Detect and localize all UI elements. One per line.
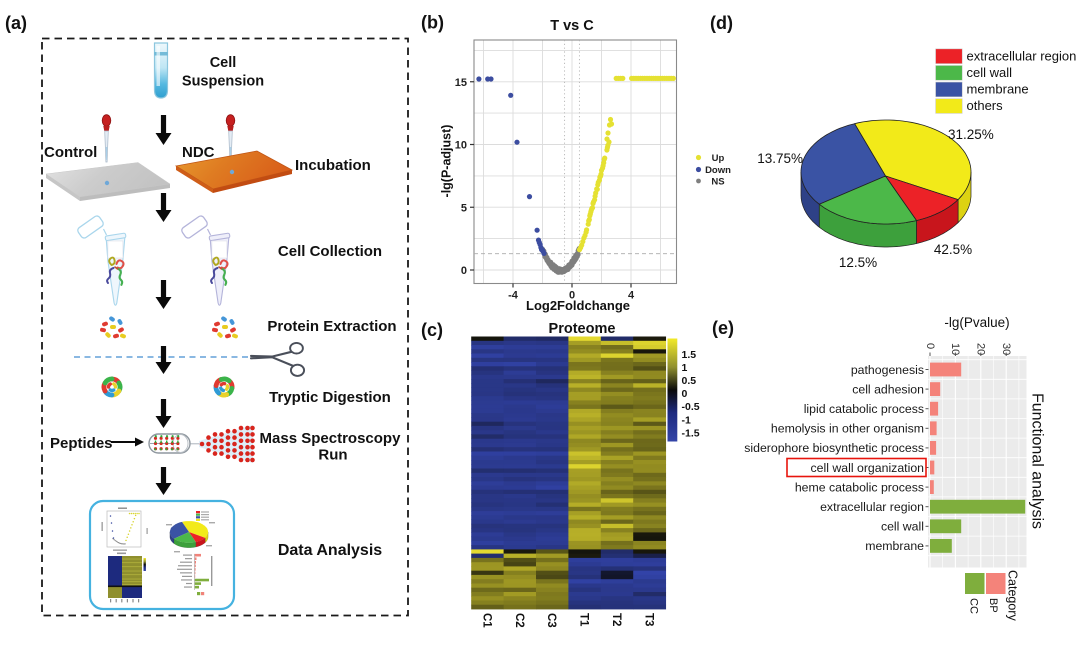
svg-text:31.25%: 31.25% (948, 127, 994, 142)
svg-text:-1.5: -1.5 (682, 427, 700, 439)
svg-text:Incubation: Incubation (295, 157, 371, 174)
svg-text:13.75%: 13.75% (757, 151, 803, 166)
svg-text:Log2Foldchange: Log2Foldchange (526, 298, 630, 313)
svg-text:15: 15 (455, 77, 467, 89)
svg-text:T vs C: T vs C (550, 18, 594, 34)
svg-text:C1: C1 (480, 613, 492, 628)
svg-text:C3: C3 (545, 613, 557, 628)
svg-text:(d): (d) (710, 13, 733, 33)
svg-text:heme catabolic process: heme catabolic process (795, 480, 924, 494)
svg-text:T2: T2 (610, 613, 622, 626)
svg-text:membrane: membrane (967, 82, 1029, 97)
svg-text:Protein Extraction: Protein Extraction (267, 318, 396, 335)
svg-text:Cell Collection: Cell Collection (278, 243, 382, 260)
svg-text:(c): (c) (421, 320, 443, 340)
svg-text:10: 10 (949, 343, 961, 355)
svg-text:12.5%: 12.5% (839, 255, 877, 270)
svg-text:cell adhesion: cell adhesion (852, 382, 924, 396)
svg-text:CC: CC (968, 598, 980, 614)
svg-text:Tryptic Digestion: Tryptic Digestion (269, 389, 391, 406)
svg-text:hemolysis in other organism: hemolysis in other organism (771, 422, 924, 436)
svg-text:0: 0 (569, 290, 575, 302)
svg-text:others: others (967, 98, 1004, 113)
svg-text:T3: T3 (642, 613, 654, 626)
svg-text:Control: Control (44, 144, 97, 161)
svg-text:0.5: 0.5 (682, 375, 697, 387)
svg-text:cell wall organization: cell wall organization (811, 461, 925, 475)
svg-text:-lg(P-adjust): -lg(P-adjust) (440, 125, 454, 198)
svg-text:NS: NS (711, 177, 724, 188)
svg-text:Mass Spectroscopy: Mass Spectroscopy (260, 430, 402, 447)
svg-text:Suspension: Suspension (182, 74, 264, 90)
svg-text:Run: Run (318, 447, 347, 464)
svg-text:T1: T1 (578, 613, 590, 627)
svg-text:membrane: membrane (865, 539, 924, 553)
svg-text:cell wall: cell wall (967, 65, 1013, 80)
svg-text:-4: -4 (508, 290, 519, 302)
svg-text:Peptides: Peptides (50, 435, 113, 452)
svg-text:extracellular region: extracellular region (967, 48, 1077, 63)
svg-text:Cell: Cell (210, 55, 237, 71)
svg-text:-0.5: -0.5 (682, 401, 700, 413)
svg-text:siderophore biosynthetic proce: siderophore biosynthetic process (744, 441, 924, 455)
svg-text:42.5%: 42.5% (934, 242, 972, 257)
svg-text:Category: Category (1006, 570, 1020, 621)
svg-text:lipid catabolic process: lipid catabolic process (804, 402, 924, 416)
svg-text:NDC: NDC (182, 144, 215, 161)
svg-text:10: 10 (455, 140, 467, 152)
svg-text:1.5: 1.5 (682, 349, 697, 361)
svg-text:0: 0 (682, 388, 688, 400)
svg-text:Data Analysis: Data Analysis (278, 542, 382, 559)
svg-text:extracellular region: extracellular region (820, 500, 924, 514)
svg-text:BP: BP (987, 598, 999, 613)
svg-text:20: 20 (975, 343, 987, 355)
svg-text:cell wall: cell wall (881, 520, 924, 534)
svg-text:0: 0 (461, 265, 467, 277)
svg-text:(b): (b) (421, 13, 444, 33)
svg-text:pathogenesis: pathogenesis (851, 363, 924, 377)
svg-text:C2: C2 (513, 613, 525, 628)
svg-text:30: 30 (1000, 343, 1012, 355)
svg-text:0: 0 (924, 343, 936, 349)
svg-text:-1: -1 (682, 414, 691, 426)
svg-text:Down: Down (705, 165, 731, 176)
svg-text:Functional analysis: Functional analysis (1029, 393, 1046, 529)
svg-text:1: 1 (682, 362, 688, 374)
svg-text:(e): (e) (712, 318, 734, 338)
svg-text:-lg(Pvalue): -lg(Pvalue) (944, 315, 1009, 330)
svg-text:4: 4 (628, 290, 635, 302)
svg-text:5: 5 (461, 202, 467, 214)
svg-text:(a): (a) (5, 13, 27, 33)
svg-text:Proteome: Proteome (549, 321, 616, 337)
svg-text:Up: Up (712, 153, 725, 164)
